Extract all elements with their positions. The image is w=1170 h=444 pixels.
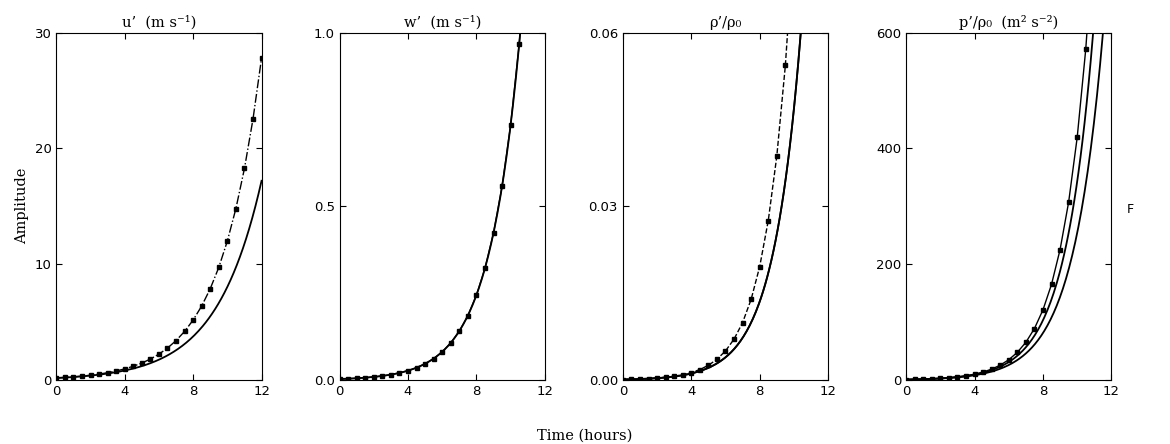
- Title: ρ’/ρ₀: ρ’/ρ₀: [709, 16, 742, 30]
- Text: Time (hours): Time (hours): [537, 428, 633, 443]
- Text: F: F: [1127, 203, 1134, 216]
- Y-axis label: Amplitude: Amplitude: [15, 168, 29, 245]
- Title: w’  (m s⁻¹): w’ (m s⁻¹): [404, 16, 481, 30]
- Title: u’  (m s⁻¹): u’ (m s⁻¹): [122, 16, 197, 30]
- Title: p’/ρ₀  (m² s⁻²): p’/ρ₀ (m² s⁻²): [959, 15, 1059, 30]
